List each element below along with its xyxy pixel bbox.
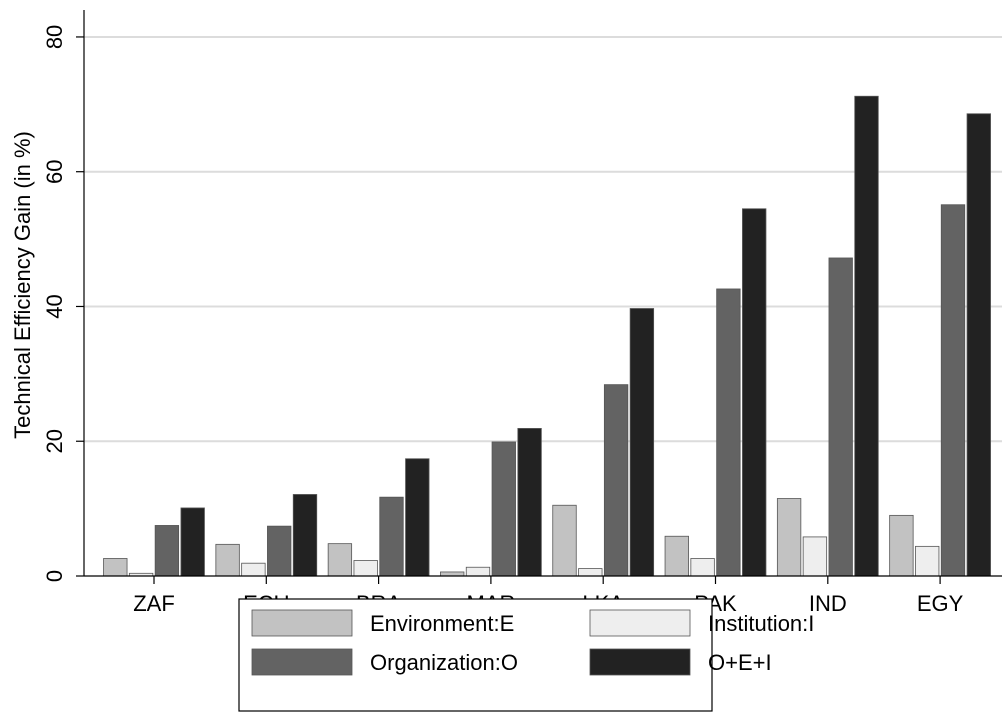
bar — [889, 514, 914, 577]
bar — [215, 543, 240, 577]
bar — [603, 384, 629, 577]
bar — [552, 504, 577, 577]
bar — [292, 494, 318, 577]
legend-label: Institution:I — [708, 611, 814, 636]
legend-swatch — [589, 648, 691, 676]
y-axis-title: Technical Efficiency Gain (in %) — [10, 131, 35, 439]
x-tick-label: EGY — [917, 591, 964, 616]
bar — [440, 571, 465, 577]
bar — [716, 288, 741, 577]
legend-label: Environment:E — [370, 611, 514, 636]
bar — [103, 558, 128, 577]
legend-label: Organization:O — [370, 650, 518, 675]
x-tick-label: ZAF — [133, 591, 175, 616]
bar — [267, 525, 292, 577]
bar — [405, 458, 430, 577]
y-tick-label: 20 — [42, 429, 67, 453]
bar — [915, 545, 940, 577]
bar — [327, 543, 353, 577]
y-ticks: 0 20 40 60 80 — [42, 25, 84, 582]
bar — [940, 204, 966, 577]
legend: Environment:E Institution:I Organization:O… — [238, 598, 814, 712]
legend-swatch — [251, 648, 353, 676]
bar — [690, 558, 715, 577]
bar — [465, 566, 491, 577]
bar — [154, 525, 180, 577]
bar — [742, 208, 767, 577]
legend-swatch — [251, 609, 353, 637]
bar — [379, 496, 404, 577]
x-tick-label: IND — [809, 591, 847, 616]
bar — [776, 498, 802, 577]
axes — [83, 10, 1002, 577]
y-tick-label: 80 — [42, 25, 67, 49]
bar — [629, 308, 655, 577]
bar — [802, 536, 828, 577]
y-tick-label: 60 — [42, 159, 67, 183]
bar — [180, 507, 205, 577]
y-tick-label: 0 — [42, 570, 67, 582]
bar — [664, 535, 689, 577]
bar — [353, 560, 378, 577]
bar — [517, 428, 542, 577]
y-tick-label: 40 — [42, 294, 67, 318]
bar — [578, 568, 603, 577]
bars — [103, 95, 991, 577]
legend-label: O+E+I — [708, 650, 772, 675]
bar — [966, 113, 991, 577]
bar — [828, 257, 853, 577]
bar — [854, 95, 879, 577]
legend-swatch — [589, 609, 691, 637]
bar — [491, 441, 516, 577]
bar — [241, 562, 266, 577]
